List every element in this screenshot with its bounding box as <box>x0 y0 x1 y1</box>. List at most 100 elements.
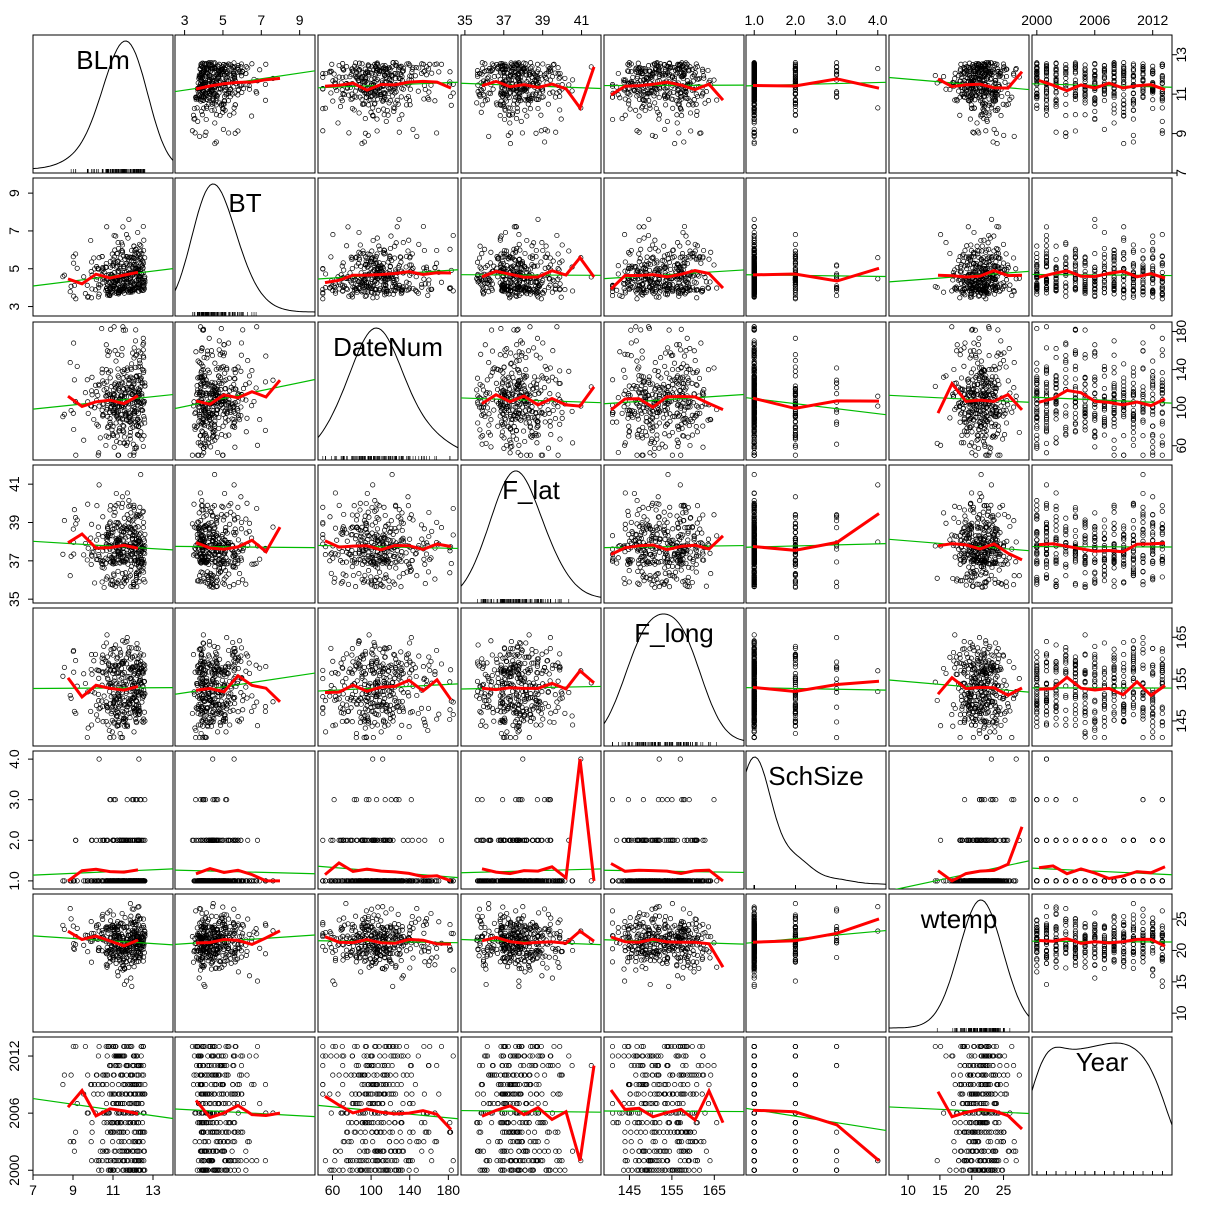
data-point <box>625 268 631 275</box>
data-point <box>340 61 346 67</box>
data-point <box>974 120 980 126</box>
data-point <box>408 262 414 268</box>
data-point <box>968 102 974 108</box>
data-point <box>1013 66 1019 72</box>
data-point <box>1053 129 1059 135</box>
data-point <box>320 71 326 77</box>
data-point <box>679 251 686 257</box>
data-point <box>334 88 340 94</box>
data-point <box>698 130 704 136</box>
data-point <box>434 61 440 67</box>
data-point <box>705 285 711 291</box>
data-point <box>115 289 121 295</box>
data-point <box>1140 67 1146 74</box>
data-point <box>498 63 504 69</box>
data-point <box>938 232 944 238</box>
data-point <box>1130 107 1136 114</box>
data-point <box>1140 93 1146 99</box>
data-point <box>647 105 653 111</box>
data-point <box>477 243 483 249</box>
smooth-curve <box>937 268 1023 279</box>
data-point <box>792 101 798 107</box>
data-point <box>971 282 977 288</box>
data-point <box>653 105 659 112</box>
data-point <box>536 283 543 290</box>
data-point <box>522 264 528 270</box>
data-point <box>687 255 694 261</box>
data-point <box>349 265 355 272</box>
data-point <box>1043 68 1050 74</box>
data-point <box>481 290 487 296</box>
data-point <box>995 246 1001 252</box>
data-point <box>666 61 672 67</box>
data-point <box>1082 97 1088 103</box>
data-point <box>117 288 123 294</box>
data-point <box>636 70 642 76</box>
data-point <box>751 130 757 136</box>
data-point <box>208 68 214 74</box>
panel-frame <box>1031 34 1173 174</box>
data-point <box>622 112 628 118</box>
data-point <box>349 105 355 112</box>
data-point <box>356 279 362 285</box>
data-point <box>214 92 220 98</box>
data-point <box>200 98 206 104</box>
data-point <box>415 290 421 296</box>
data-point <box>627 283 633 289</box>
data-point <box>372 75 378 81</box>
data-point <box>934 80 940 86</box>
smooth-curve <box>324 79 452 92</box>
data-point <box>399 68 405 74</box>
data-point <box>969 285 975 291</box>
data-point <box>792 96 798 103</box>
data-point <box>647 246 653 252</box>
data-point <box>984 260 990 266</box>
data-point <box>345 224 351 230</box>
data-point <box>522 250 528 257</box>
panel-BT-vs-F_lat <box>460 177 602 317</box>
data-point <box>542 74 548 80</box>
data-point <box>398 94 404 100</box>
data-point <box>708 249 714 255</box>
data-point <box>989 256 995 263</box>
data-point <box>625 68 631 74</box>
data-point <box>625 61 631 67</box>
data-point <box>559 242 565 248</box>
data-point <box>355 285 361 291</box>
data-point <box>978 64 984 70</box>
data-point <box>350 68 356 74</box>
data-point <box>236 68 242 74</box>
panel-BLm-vs-F_lat <box>460 34 602 174</box>
data-point <box>986 255 992 261</box>
data-point <box>364 70 370 76</box>
data-point <box>678 106 684 112</box>
data-point <box>545 63 551 70</box>
data-point <box>1092 95 1098 101</box>
data-point <box>531 77 538 83</box>
data-point <box>201 105 207 111</box>
panel-BLm-vs-Year <box>1031 34 1173 174</box>
panel-frame <box>174 34 316 174</box>
data-point <box>640 287 647 293</box>
data-point <box>671 254 677 260</box>
data-point <box>646 267 653 273</box>
data-point <box>964 266 970 272</box>
data-point <box>136 241 143 247</box>
data-point <box>523 88 529 94</box>
data-point <box>751 251 757 257</box>
data-point <box>81 274 87 280</box>
data-point <box>1130 61 1136 67</box>
panel-BLm-vs-SchSize <box>745 34 887 174</box>
data-point <box>122 256 128 262</box>
data-point <box>96 291 102 297</box>
data-point <box>751 141 757 147</box>
data-point <box>414 133 420 139</box>
data-point <box>634 128 640 134</box>
data-point <box>1063 61 1069 68</box>
data-point <box>975 251 981 257</box>
data-point <box>230 70 236 76</box>
data-point <box>645 232 652 239</box>
data-point <box>958 61 964 67</box>
data-point <box>973 68 979 74</box>
data-point <box>536 283 542 289</box>
